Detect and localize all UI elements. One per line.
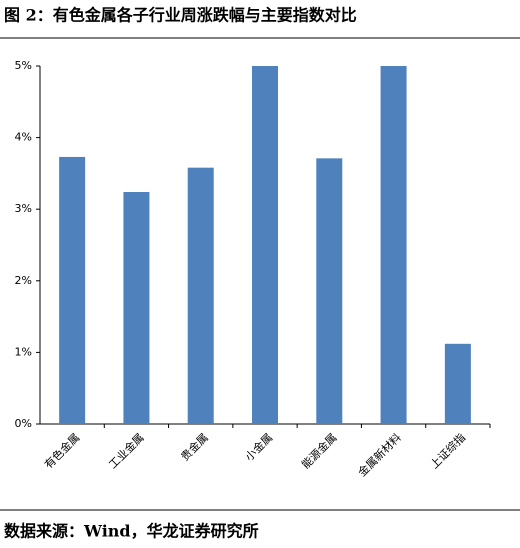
x-tick-label: 工业金属 <box>106 430 147 471</box>
y-tick-label: 4% <box>15 131 32 144</box>
source: 数据来源：Wind，华龙证券研究所 <box>4 522 259 541</box>
y-tick-label: 2% <box>15 274 32 287</box>
x-tick-label: 有色金属 <box>41 430 82 471</box>
chart-title: 图 2：有色金属各子行业周涨跌幅与主要指数对比 <box>4 6 357 25</box>
y-tick-label: 0% <box>15 417 32 430</box>
x-tick-label: 小金属 <box>242 430 275 463</box>
x-tick-label: 上证综指 <box>427 430 468 471</box>
x-tick-label: 金属新材料 <box>355 430 404 479</box>
y-tick-label: 3% <box>15 202 32 215</box>
x-tick-label: 贵金属 <box>178 430 211 463</box>
bar <box>252 66 278 424</box>
bar <box>380 66 407 424</box>
y-tick-label: 5% <box>15 59 32 72</box>
bar <box>123 192 150 424</box>
y-tick-label: 1% <box>15 345 32 358</box>
bar <box>316 158 343 424</box>
bar <box>59 156 86 424</box>
bar <box>187 167 214 424</box>
bar <box>444 343 471 424</box>
x-tick-label: 能源金属 <box>299 430 340 471</box>
